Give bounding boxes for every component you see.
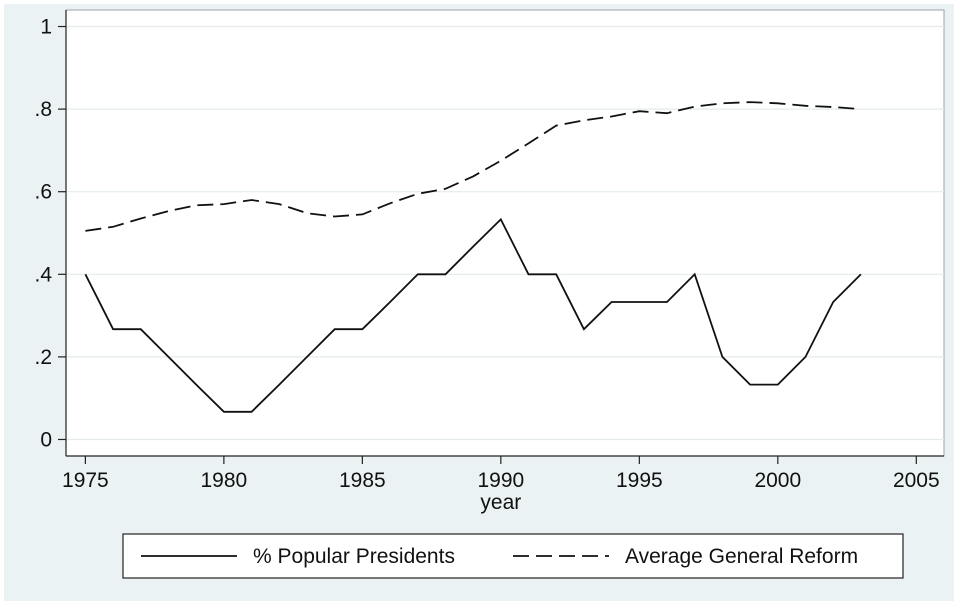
y-tick-label-3: .6 bbox=[34, 181, 52, 204]
plot-area bbox=[65, 9, 945, 457]
series-line-1 bbox=[85, 101, 861, 232]
y-tick-label-4: .8 bbox=[34, 98, 52, 121]
series-line-0 bbox=[84, 217, 862, 413]
y-tick-label-1: .2 bbox=[34, 346, 52, 369]
x-tick-label-6: 2005 bbox=[893, 469, 940, 492]
chart-figure: 0 .2 .4 .6 .8 1 1975 1980 1985 1990 1995 2000 2005 ye… bbox=[4, 4, 954, 601]
x-tick-label-4: 1995 bbox=[616, 469, 663, 492]
line-chart: 0 .2 .4 .6 .8 1 1975 1980 1985 1990 1995 2000 2005 ye… bbox=[34, 9, 945, 579]
legend-label-0: % Popular Presidents bbox=[253, 545, 455, 568]
x-tick-label-2: 1985 bbox=[339, 469, 386, 492]
x-tick-label-3: 1990 bbox=[477, 469, 524, 492]
x-tick-label-1: 1980 bbox=[201, 469, 248, 492]
legend-label-1: Average General Reform bbox=[625, 545, 858, 568]
legend: % Popular Presidents Average General Refo… bbox=[122, 533, 904, 579]
y-tick-label-0: 0 bbox=[40, 428, 52, 451]
y-tick-label-2: .4 bbox=[34, 263, 52, 286]
x-tick-label-5: 2000 bbox=[754, 469, 801, 492]
y-tick-label-5: 1 bbox=[40, 16, 52, 39]
x-axis-title: year bbox=[480, 491, 521, 514]
x-tick-label-0: 1975 bbox=[62, 469, 109, 492]
